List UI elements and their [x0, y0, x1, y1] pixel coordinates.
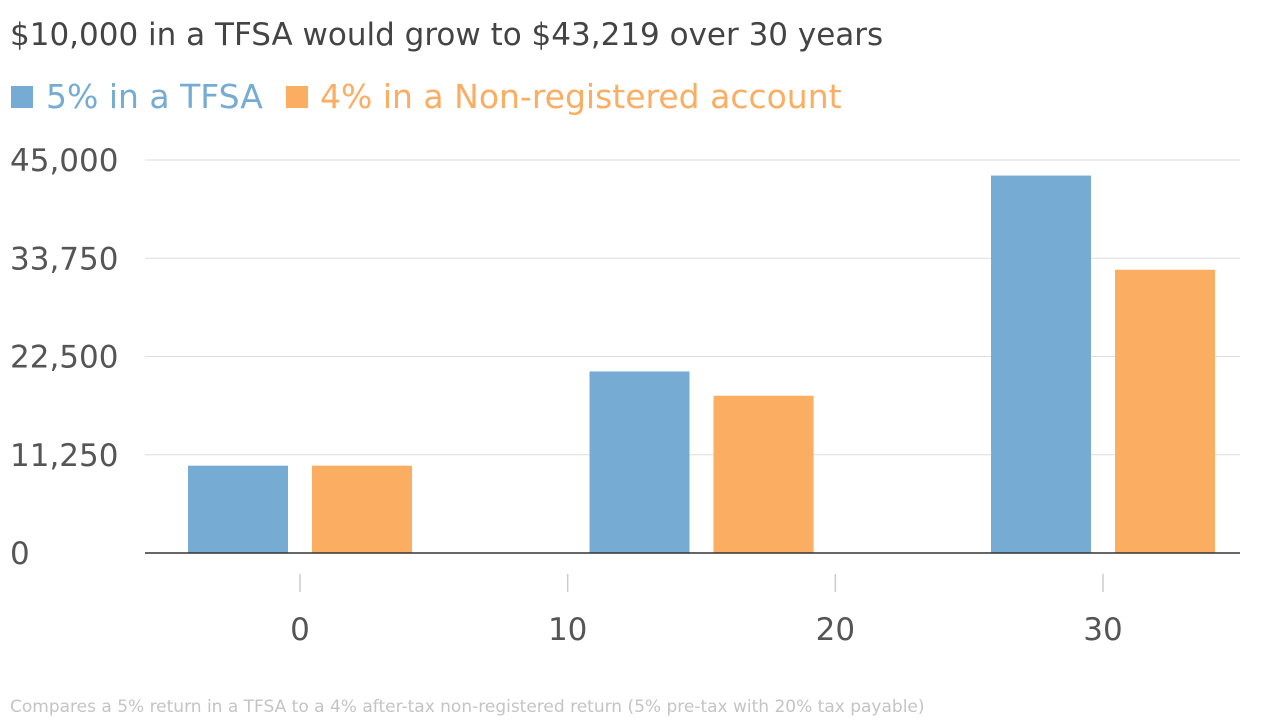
x-tick-label: 20 — [816, 612, 855, 648]
footnote: Compares a 5% return in a TFSA to a 4% a… — [10, 697, 925, 717]
x-tick-label: 30 — [1083, 612, 1122, 648]
y-tick-label: 0 — [10, 536, 30, 572]
y-tick-label: 45,000 — [10, 143, 118, 179]
legend-swatch-nonreg — [286, 86, 308, 108]
bar-nonreg-0 — [312, 465, 412, 553]
bar-tfsa-30 — [991, 175, 1091, 553]
bar-nonreg-15 — [713, 395, 814, 553]
legend-swatch-tfsa — [11, 86, 33, 108]
legend-label-tfsa: 5% in a TFSA — [46, 77, 263, 116]
x-tick-label: 10 — [548, 612, 587, 648]
y-tick-label: 33,750 — [10, 241, 118, 277]
x-tick-label: 0 — [290, 612, 310, 648]
legend: 5% in a TFSA 4% in a Non-registered acco… — [11, 77, 842, 116]
bar-nonreg-30 — [1115, 269, 1215, 553]
legend-label-nonreg: 4% in a Non-registered account — [320, 77, 842, 116]
y-tick-label: 22,500 — [10, 340, 118, 376]
y-tick-label: 11,250 — [10, 438, 118, 474]
bar-tfsa-15 — [589, 371, 690, 553]
bar-tfsa-0 — [188, 465, 288, 553]
chart-title: $10,000 in a TFSA would grow to $43,219 … — [10, 17, 883, 53]
